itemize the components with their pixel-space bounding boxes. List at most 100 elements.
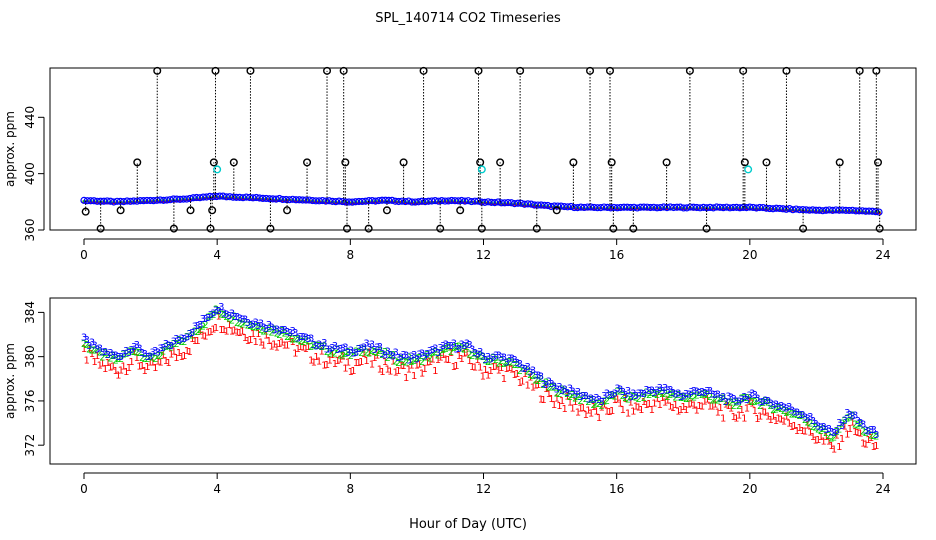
series-3-glyph: 3 xyxy=(289,326,295,337)
series-2-glyph: 2 xyxy=(284,332,290,343)
series-1-glyph: 1 xyxy=(334,356,340,367)
series-3-point xyxy=(212,192,221,201)
series-3-glyph: 3 xyxy=(308,334,314,345)
series-2-glyph: 2 xyxy=(110,351,116,362)
series-3-glyph: 3 xyxy=(625,386,631,397)
spike-point xyxy=(477,224,486,233)
series-2-glyph: 2 xyxy=(667,390,673,401)
series-3-glyph: 3 xyxy=(675,389,681,400)
series-2-glyph: 2 xyxy=(617,387,623,398)
series-1-glyph: 1 xyxy=(300,342,306,353)
series-2-glyph: 2 xyxy=(757,401,763,412)
series-1-glyph: 1 xyxy=(683,405,689,416)
series-3-glyph: 3 xyxy=(662,383,668,394)
series-1-glyph: 1 xyxy=(308,355,314,366)
series-1-glyph: 1 xyxy=(464,347,470,358)
series-1-glyph: 1 xyxy=(799,426,805,437)
series-3-point xyxy=(352,198,360,206)
series-2-glyph: 2 xyxy=(424,350,430,361)
series-1-glyph: 1 xyxy=(485,370,491,381)
series-2-glyph: 2 xyxy=(847,412,853,423)
series-2-glyph: 2 xyxy=(709,395,715,406)
series-1-glyph: 1 xyxy=(152,363,158,374)
series-2-glyph: 2 xyxy=(171,339,177,350)
series-2-glyph: 2 xyxy=(216,307,222,318)
series-1-glyph: 1 xyxy=(514,369,520,380)
series-3-glyph: 3 xyxy=(369,339,375,350)
series-1-glyph: 1 xyxy=(701,396,707,407)
series-3-point xyxy=(709,204,717,212)
series-1-glyph: 1 xyxy=(171,346,177,357)
series-2-glyph: 2 xyxy=(538,374,544,385)
series-2-glyph: 2 xyxy=(670,389,676,400)
series-2-glyph: 2 xyxy=(511,360,517,371)
series-2-glyph: 2 xyxy=(131,347,137,358)
series-2-glyph: 2 xyxy=(263,326,269,337)
series-2-glyph: 2 xyxy=(609,391,615,402)
series-2-glyph: 2 xyxy=(102,348,108,359)
series-2-glyph: 2 xyxy=(493,355,499,366)
series-2-glyph: 2 xyxy=(720,393,726,404)
series-3-point xyxy=(222,193,231,201)
series-3-point xyxy=(282,195,290,204)
series-1-glyph: 1 xyxy=(252,337,258,348)
series-1-point xyxy=(456,201,461,204)
series-2-glyph: 2 xyxy=(311,341,317,352)
series-3-point xyxy=(732,203,741,211)
series-2-glyph: 2 xyxy=(810,422,816,433)
spike-point xyxy=(629,224,638,233)
series-2-glyph: 2 xyxy=(731,401,737,412)
series-2-glyph: 2 xyxy=(218,309,224,320)
series-1-point xyxy=(251,198,255,201)
series-1-glyph: 1 xyxy=(865,435,871,446)
series-2-glyph: 2 xyxy=(115,354,121,365)
series-2-glyph: 2 xyxy=(437,348,443,359)
series-1-glyph: 1 xyxy=(332,359,338,370)
series-3-glyph: 3 xyxy=(181,334,187,345)
series-3-glyph: 3 xyxy=(841,416,847,427)
series-1-glyph: 1 xyxy=(511,370,517,381)
series-3-point xyxy=(507,199,515,207)
spike-point xyxy=(229,158,238,167)
series-3-point xyxy=(348,198,356,206)
series-3-glyph: 3 xyxy=(781,402,787,413)
series-2-glyph: 2 xyxy=(366,348,372,359)
series-3-glyph: 3 xyxy=(229,309,235,320)
series-2-glyph: 2 xyxy=(136,348,142,359)
bottom-x-tick-label: 12 xyxy=(476,482,491,496)
series-1-glyph: 1 xyxy=(94,351,100,362)
series-3-glyph: 3 xyxy=(282,325,288,336)
series-2-glyph: 2 xyxy=(548,382,554,393)
series-3-glyph: 3 xyxy=(535,371,541,382)
series-1-glyph: 1 xyxy=(804,420,810,431)
series-3-glyph: 3 xyxy=(773,399,779,410)
series-1-glyph: 1 xyxy=(297,342,303,353)
series-1-glyph: 1 xyxy=(561,404,567,415)
series-1-glyph: 1 xyxy=(580,403,586,414)
series-3-glyph: 3 xyxy=(271,325,277,336)
series-3-glyph: 3 xyxy=(789,405,795,416)
series-1-glyph: 1 xyxy=(548,394,554,405)
series-3-glyph: 3 xyxy=(216,306,222,317)
series-3-point xyxy=(623,203,631,211)
series-3-point xyxy=(322,197,330,205)
series-2-glyph: 2 xyxy=(580,391,586,402)
series-2-glyph: 2 xyxy=(482,355,488,366)
series-2-glyph: 2 xyxy=(371,347,377,358)
series-2-glyph: 2 xyxy=(316,341,322,352)
series-3-point xyxy=(812,206,820,214)
series-3-glyph: 3 xyxy=(305,334,311,345)
series-3-glyph: 3 xyxy=(495,351,501,362)
series-2-glyph: 2 xyxy=(773,405,779,416)
series-2-glyph: 2 xyxy=(831,432,837,443)
series-1-glyph: 1 xyxy=(797,423,803,434)
series-3-point xyxy=(378,196,386,204)
series-2-glyph: 2 xyxy=(123,349,129,360)
series-2-glyph: 2 xyxy=(672,392,678,403)
series-3-glyph: 3 xyxy=(168,341,174,352)
series-1-glyph: 1 xyxy=(210,324,216,335)
series-2-glyph: 2 xyxy=(363,348,369,359)
series-3-glyph: 3 xyxy=(260,322,266,333)
series-3-glyph: 3 xyxy=(657,383,663,394)
bottom-x-tick-label: 24 xyxy=(875,482,890,496)
